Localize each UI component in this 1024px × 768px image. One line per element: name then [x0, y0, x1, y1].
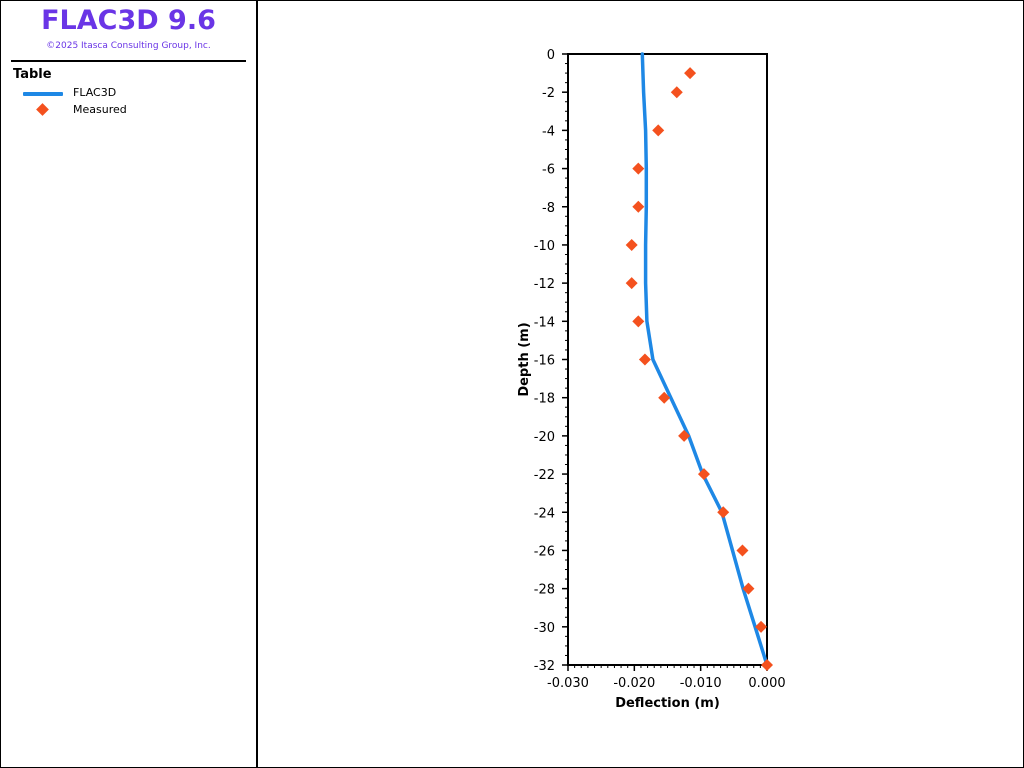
- x-tick-label: -0.020: [613, 676, 655, 691]
- y-tick-label: -6: [542, 163, 555, 178]
- measured-point: [717, 506, 730, 519]
- measured-point: [742, 582, 755, 595]
- y-tick-label: -30: [534, 621, 555, 636]
- measured-point: [697, 468, 710, 481]
- y-tick-label: -20: [534, 430, 555, 445]
- deflection-chart: 0 -2 -4 -6 -8 -10 -12 -14 -16 -18 -20 -22 -24 -26 -28 -…: [517, 48, 786, 711]
- y-axis-title: Depth (m): [517, 322, 532, 396]
- y-tick-label: -8: [542, 201, 555, 216]
- measured-point: [632, 162, 645, 175]
- x-tick-label: -0.010: [680, 676, 722, 691]
- legend-label-measured: Measured: [73, 103, 127, 116]
- diamond-marker-icon: [36, 103, 49, 116]
- y-tick-label: -18: [534, 392, 555, 407]
- series-layer: [625, 52, 773, 671]
- measured-point: [736, 544, 749, 557]
- y-tick-label: -16: [534, 354, 555, 369]
- measured-point: [632, 315, 645, 328]
- measured-point: [678, 429, 691, 442]
- y-tick-label: -32: [534, 659, 555, 674]
- y-tick-label: -22: [534, 468, 555, 483]
- measured-point: [638, 353, 651, 366]
- measured-point: [632, 200, 645, 213]
- y-tick-label: -26: [534, 544, 555, 559]
- measured-point: [670, 86, 683, 99]
- legend-label-flac3d: FLAC3D: [73, 86, 117, 99]
- measured-point: [625, 238, 638, 251]
- x-tick-label: -0.030: [547, 676, 589, 691]
- legend-item-measured: Measured: [23, 102, 223, 118]
- y-tick-label: -24: [534, 506, 555, 521]
- measured-point: [684, 67, 697, 80]
- y-tick-label: -12: [534, 277, 555, 292]
- flac3d-series-line: [640, 52, 769, 667]
- measured-point: [625, 277, 638, 290]
- measured-point: [755, 620, 768, 633]
- copyright-text: ©2025 Itasca Consulting Group, Inc.: [46, 41, 211, 51]
- y-tick-label: -10: [534, 239, 555, 254]
- measured-point: [658, 391, 671, 404]
- y-tick-label: 0: [547, 48, 555, 63]
- axes: 0 -2 -4 -6 -8 -10 -12 -14 -16 -18 -20 -22 -24 -26 -28 -…: [534, 48, 786, 691]
- legend-panel: FLAC3D 9.6 ©2025 Itasca Consulting Group…: [1, 1, 258, 767]
- measured-point: [761, 659, 773, 671]
- legend-heading: Table: [13, 67, 52, 82]
- measured-point: [652, 124, 665, 137]
- y-tick-label: -28: [534, 583, 555, 598]
- y-tick-label: -14: [534, 315, 555, 330]
- y-tick-label: -2: [542, 86, 555, 101]
- legend-item-flac3d: FLAC3D: [23, 85, 223, 101]
- x-axis-title: Deflection (m): [615, 696, 720, 711]
- legend-divider: [11, 60, 246, 62]
- line-swatch-icon: [23, 92, 63, 96]
- y-tick-label: -4: [542, 124, 555, 139]
- x-tick-label: 0.000: [748, 676, 785, 691]
- app-title: FLAC3D 9.6: [41, 5, 216, 36]
